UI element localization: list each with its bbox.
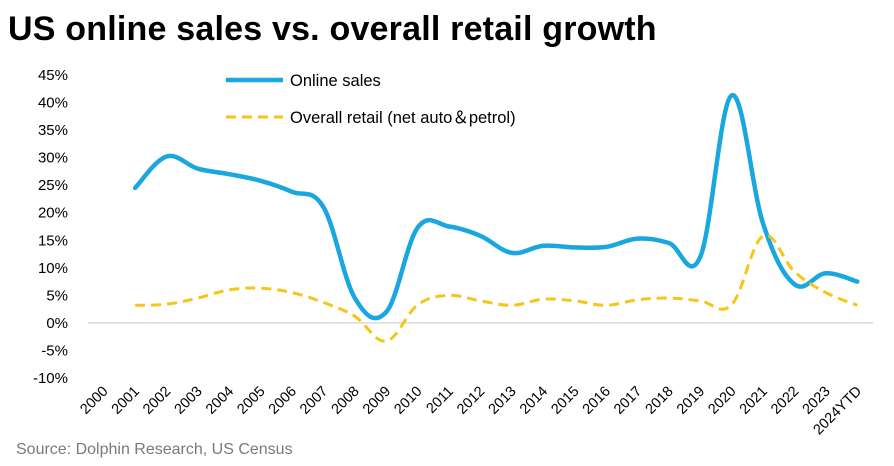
x-tick-label: 2011 [424, 384, 457, 417]
retail-series-line [135, 233, 858, 343]
x-tick-label: 2021 [737, 384, 771, 418]
y-tick-label: 10% [38, 260, 68, 277]
x-tick-label: 2009 [360, 384, 394, 418]
y-tick-label: -5% [41, 342, 68, 359]
x-tick-label: 2016 [580, 384, 614, 418]
x-tick-label: 2003 [172, 384, 206, 418]
legend-label: Overall retail (net auto＆petrol) [290, 109, 516, 127]
x-tick-label: 2005 [234, 384, 268, 418]
x-tick-label: 2013 [486, 384, 520, 418]
y-tick-label: 30% [38, 150, 68, 167]
x-tick-label: 2015 [548, 384, 582, 418]
x-axis: 2000200120022003200420052006200720082009… [77, 384, 865, 439]
line-chart: -10% -5% 0% 5% 10% 15% 20% 25% 30% 35% 40% 45% 2000… [33, 67, 873, 439]
page-title: US online sales vs. overall retail growt… [8, 10, 657, 48]
x-tick-label: 2017 [611, 384, 645, 418]
x-tick-label: 2018 [643, 384, 677, 418]
y-axis: -10% -5% 0% 5% 10% 15% 20% 25% 30% 35% 40% 45% [33, 67, 68, 387]
y-tick-label: 35% [38, 122, 68, 139]
x-tick-label: 2004 [203, 384, 237, 418]
x-tick-label: 2012 [454, 384, 488, 418]
y-tick-label: 25% [38, 177, 68, 194]
x-tick-label: 2020 [705, 384, 739, 418]
y-tick-label: 40% [38, 95, 68, 112]
x-tick-label: 2006 [266, 384, 300, 418]
y-tick-label: -10% [33, 370, 68, 387]
source-note: Source: Dolphin Research, US Census [16, 441, 293, 458]
online-series-line [132, 93, 860, 321]
y-tick-label: 20% [38, 205, 68, 222]
x-tick-label: 2000 [77, 384, 111, 418]
series-lines [132, 93, 860, 343]
x-tick-label: 2010 [391, 384, 425, 418]
y-tick-label: 15% [38, 232, 68, 249]
x-tick-label: 2007 [297, 384, 331, 418]
x-tick-label: 2001 [109, 384, 143, 418]
legend: Online sales Overall retail (net auto＆pet… [226, 72, 516, 127]
x-tick-label: 2022 [768, 384, 802, 418]
legend-label: Online sales [290, 72, 381, 90]
x-tick-label: 2019 [674, 384, 708, 418]
x-tick-label: 2008 [329, 384, 363, 418]
x-tick-label: 2002 [140, 384, 174, 418]
y-tick-label: 5% [46, 287, 68, 304]
y-tick-label: 45% [38, 67, 68, 84]
x-tick-label: 2014 [517, 384, 551, 418]
y-tick-label: 0% [46, 315, 68, 332]
